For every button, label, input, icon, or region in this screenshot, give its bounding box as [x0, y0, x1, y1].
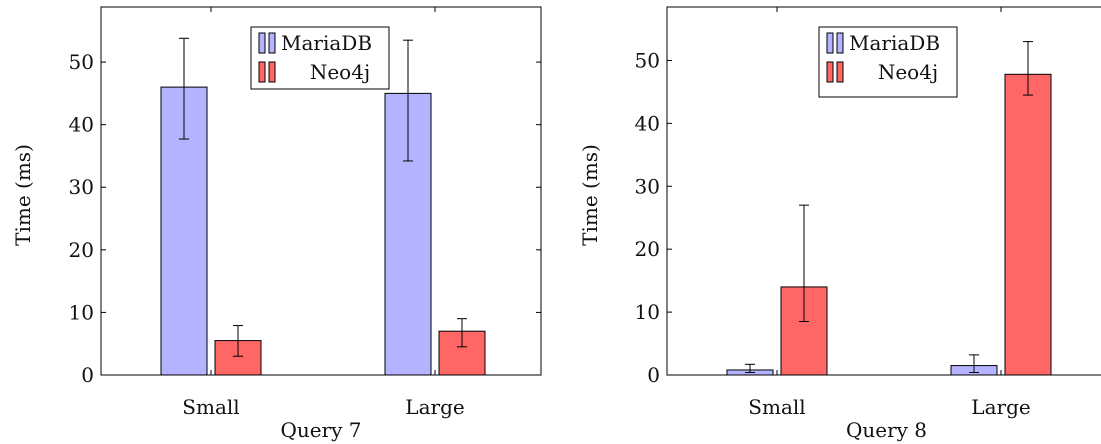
legend-label: MariaDB: [281, 31, 372, 55]
y-tick-label: 50: [69, 50, 94, 74]
x-tick-label: Small: [182, 395, 239, 419]
x-tick-label: Large: [405, 395, 464, 419]
legend-swatch: [836, 32, 844, 54]
chart-panel-1: 0 10 20 30 40 50 Small Large Time (ms) Query 7 Mar…: [11, 6, 542, 442]
y-tick-label: 0: [81, 363, 94, 387]
legend-label: Neo4j: [878, 60, 938, 84]
y-tick-label: 20: [69, 238, 94, 262]
y-tick-label: 40: [635, 111, 660, 135]
legend-swatch: [258, 32, 266, 54]
x-axis-label: Query 8: [846, 418, 927, 442]
y-tick-label: 50: [635, 48, 660, 72]
legend-swatch: [826, 61, 834, 83]
y-axis-label: Time (ms): [11, 144, 35, 246]
x-tick-label: Large: [971, 395, 1030, 419]
legend-swatch: [258, 61, 266, 83]
legend-label: MariaDB: [849, 31, 940, 55]
plot-frame: [100, 6, 542, 376]
y-tick-label: 30: [635, 174, 660, 198]
legend-swatch: [268, 61, 276, 83]
y-tick-label: 40: [69, 113, 94, 137]
y-tick-label: 10: [635, 300, 660, 324]
plot-frame: [666, 6, 1101, 376]
y-tick-label: 10: [69, 300, 94, 324]
legend-swatch: [268, 32, 276, 54]
legend: MariaDB Neo4j: [818, 26, 958, 98]
y-tick-label: 30: [69, 175, 94, 199]
bar: [1004, 73, 1052, 376]
legend-label: Neo4j: [310, 60, 370, 84]
y-axis-label: Time (ms): [578, 144, 602, 246]
x-axis-label: Query 7: [280, 418, 361, 442]
bar: [384, 92, 432, 376]
x-tick-label: Small: [748, 395, 805, 419]
y-tick-label: 20: [635, 237, 660, 261]
chart-panel-2: 0 10 20 30 40 50 Small Large Time (ms) Query 8 Mar…: [578, 6, 1101, 442]
legend-swatch: [836, 61, 844, 83]
y-tick-label: 0: [647, 363, 660, 387]
legend: MariaDB Neo4j: [250, 26, 390, 90]
legend-swatch: [826, 32, 834, 54]
